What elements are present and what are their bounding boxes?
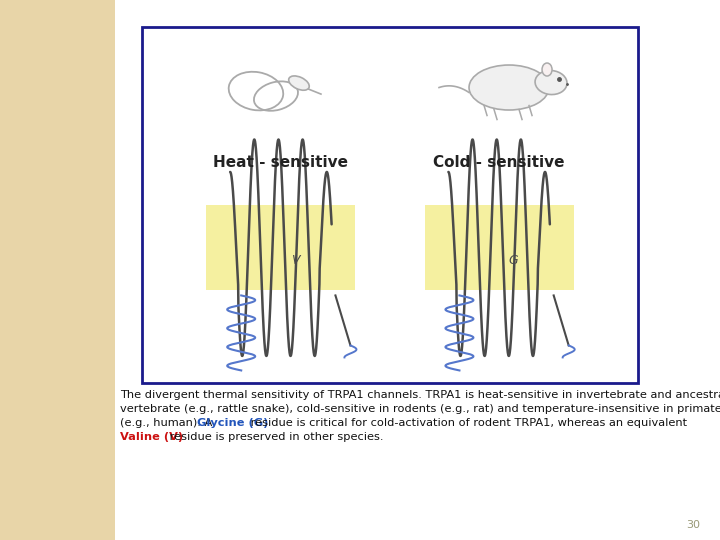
Ellipse shape <box>535 71 567 94</box>
Text: V: V <box>291 254 300 267</box>
Bar <box>142 27 638 383</box>
Text: Heat - sensitive: Heat - sensitive <box>213 155 348 170</box>
Text: 30: 30 <box>686 520 700 530</box>
Ellipse shape <box>542 63 552 76</box>
Text: The divergent thermal sensitivity of TRPA1 channels. TRPA1 is heat-sensitive in : The divergent thermal sensitivity of TRP… <box>120 390 720 400</box>
Ellipse shape <box>469 65 549 110</box>
Bar <box>207 205 355 291</box>
Text: vertebrate (e.g., rattle snake), cold-sensitive in rodents (e.g., rat) and tempe: vertebrate (e.g., rattle snake), cold-se… <box>120 404 720 414</box>
Text: Cold - sensitive: Cold - sensitive <box>433 155 565 170</box>
Text: Valine (V): Valine (V) <box>120 432 183 442</box>
Bar <box>115 0 720 540</box>
Bar <box>0 0 115 540</box>
Text: residue is preserved in other species.: residue is preserved in other species. <box>166 432 383 442</box>
Text: (e.g., human). A: (e.g., human). A <box>120 418 216 428</box>
Ellipse shape <box>289 76 310 90</box>
Bar <box>425 205 574 291</box>
Text: G: G <box>508 254 518 267</box>
Text: residue is critical for cold-activation of rodent TRPA1, whereas an equivalent: residue is critical for cold-activation … <box>248 418 688 428</box>
Text: Glycine (G): Glycine (G) <box>197 418 269 428</box>
